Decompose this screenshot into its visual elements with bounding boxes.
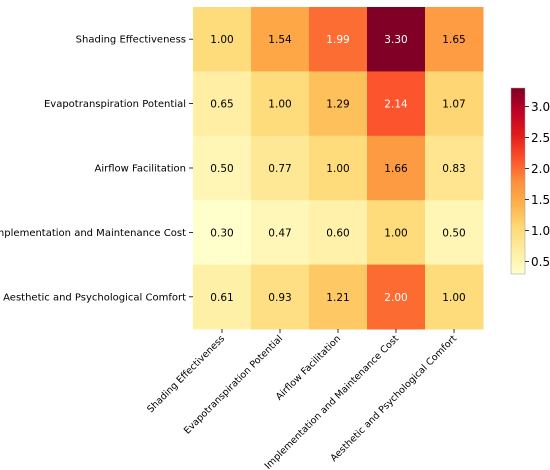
cell-value-r3-c1: 0.47 [268,227,291,239]
cell-value-r4-c1: 0.93 [268,292,291,304]
column-labels: Shading EffectivenessEvapotranspiration … [145,329,459,470]
heatmap-cell-r4-c0 [193,264,252,330]
heatmap-cell-r1-c3 [367,71,426,137]
row-label-1: Evapotranspiration Potential [44,99,186,110]
heatmap-cell-r3-c2 [309,200,368,266]
cell-value-r0-c3: 3.30 [384,34,407,46]
cell-value-r0-c2: 1.99 [326,34,349,46]
colorbar: 0.5 1.0 1.5 2.0 2.5 3.0 [510,87,550,275]
row-labels: Shading Effectiveness Evapotranspiration … [0,35,193,303]
cell-value-r0-c1: 1.54 [268,34,292,46]
heatmap-cell-r4-c3 [367,264,426,330]
colorbar-gradient [510,87,526,275]
heatmap-cell-r4-c2 [309,264,368,330]
colorbar-tick-label-0: 0.5 [531,255,550,269]
colorbar-tick-label-1: 1.0 [531,224,550,238]
heatmap-cell-r2-c0 [193,135,252,201]
cell-value-r2-c0: 0.50 [210,163,233,175]
column-label-3: Implementation and Maintenance Cost [263,333,402,470]
row-label-3: Implementation and Maintenance Cost [0,228,186,239]
cell-value-r2-c3: 1.66 [384,163,408,175]
cell-value-r2-c1: 0.77 [268,163,291,175]
cell-value-r0-c0: 1.00 [210,34,233,46]
cell-value-r3-c2: 0.60 [326,227,349,239]
cell-value-r4-c2: 1.21 [326,292,349,304]
colorbar-tick-label-3: 2.0 [531,162,550,176]
heatmap-cell-r3-c1 [251,200,310,266]
heatmap-cell-r0-c1 [251,7,310,72]
colorbar-tick-label-4: 2.5 [531,131,550,145]
cell-value-r3-c4: 0.50 [442,227,465,239]
heatmap-cell-r1-c0 [193,71,252,137]
heatmap-cell-r1-c1 [251,71,310,137]
cell-value-r1-c1: 1.00 [268,99,291,111]
cell-value-r0-c4: 1.65 [442,34,465,46]
cell-value-r2-c2: 1.00 [326,163,349,175]
heatmap-cell-r0-c3 [367,7,426,72]
heatmap-cell-r0-c4 [425,7,484,72]
cell-value-r1-c4: 1.07 [442,99,465,111]
cell-value-r3-c3: 1.00 [384,227,407,239]
row-label-4: Aesthetic and Psychological Comfort [3,292,186,303]
cell-value-r4-c0: 0.61 [210,292,233,304]
cell-value-r4-c3: 2.00 [384,292,407,304]
column-label-2: Airflow Facilitation [274,333,343,402]
heatmap-cell-r4-c4 [425,264,484,330]
heatmap-cell-r2-c2 [309,135,368,201]
heatmap-cell-r1-c2 [309,71,368,137]
heatmap-cell-r0-c2 [309,7,368,72]
heatmap-cell-r1-c4 [425,71,484,137]
heatmap-cell-r3-c3 [367,200,426,266]
row-label-0: Shading Effectiveness [76,35,186,46]
colorbar-tick-label-5: 3.0 [531,100,550,114]
heatmap-cell-r4-c1 [251,264,310,330]
heatmap-cell-r0-c0 [193,7,252,72]
cell-value-r2-c4: 0.83 [442,163,465,175]
column-label-1: Evapotranspiration Potential [182,333,285,436]
heatmap-cell-r3-c4 [425,200,484,266]
row-label-2: Airflow Facilitation [94,164,186,175]
cell-value-r4-c4: 1.00 [442,292,465,304]
heatmap-cell-r2-c4 [425,135,484,201]
heatmap-cell-r2-c3 [367,135,426,201]
cell-value-r1-c0: 0.65 [210,99,233,111]
colorbar-tick-label-2: 1.5 [531,193,550,207]
heatmap-cell-r2-c1 [251,135,310,201]
cell-value-r1-c2: 1.29 [326,99,349,111]
heatmap-cells: 1.00 1.54 1.99 3.30 1.65 0.65 1.00 1.29 2.14 1.07… [193,7,484,330]
cell-value-r1-c3: 2.14 [384,99,408,111]
heatmap-cell-r3-c0 [193,200,252,266]
cell-value-r3-c0: 0.30 [210,227,233,239]
column-label-4: Aesthetic and Psychological Comfort [329,333,460,464]
